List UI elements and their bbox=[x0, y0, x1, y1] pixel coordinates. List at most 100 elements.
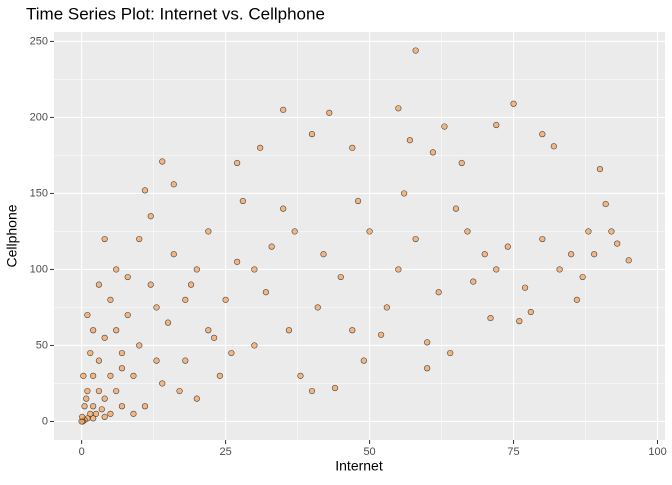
point bbox=[257, 144, 264, 151]
point bbox=[429, 149, 437, 156]
point bbox=[234, 159, 241, 167]
point bbox=[401, 190, 408, 197]
point bbox=[458, 159, 465, 167]
point bbox=[228, 349, 235, 357]
point bbox=[435, 289, 442, 296]
point bbox=[493, 121, 500, 129]
point bbox=[107, 296, 114, 303]
point bbox=[141, 187, 149, 194]
point bbox=[596, 166, 604, 173]
y-tick-label: 0 bbox=[42, 415, 48, 427]
point bbox=[124, 273, 131, 281]
point bbox=[366, 228, 373, 235]
point bbox=[320, 251, 327, 258]
point bbox=[262, 289, 270, 296]
x-tick-label: 100 bbox=[648, 446, 666, 458]
point bbox=[308, 131, 316, 138]
point bbox=[95, 387, 103, 395]
point bbox=[80, 372, 87, 379]
x-tick-label: 75 bbox=[507, 446, 519, 458]
point bbox=[412, 47, 419, 54]
point bbox=[493, 266, 500, 273]
point bbox=[625, 257, 632, 264]
point bbox=[383, 304, 390, 311]
point bbox=[539, 235, 546, 243]
point bbox=[464, 228, 471, 235]
point bbox=[268, 243, 275, 250]
point bbox=[314, 304, 321, 311]
point bbox=[84, 387, 91, 395]
point bbox=[170, 181, 177, 188]
point bbox=[516, 318, 523, 325]
point bbox=[556, 266, 563, 273]
point bbox=[130, 410, 137, 417]
point bbox=[147, 281, 154, 288]
point bbox=[234, 258, 241, 265]
point bbox=[101, 413, 108, 420]
point bbox=[521, 284, 529, 291]
point bbox=[118, 403, 126, 410]
x-tick-label: 50 bbox=[363, 446, 375, 458]
point bbox=[182, 357, 189, 364]
point bbox=[251, 266, 258, 273]
point bbox=[222, 296, 229, 303]
point bbox=[107, 410, 114, 417]
point bbox=[377, 331, 385, 338]
point bbox=[90, 327, 97, 334]
point bbox=[101, 334, 108, 341]
point bbox=[118, 365, 126, 372]
point bbox=[83, 395, 90, 402]
plot-panel bbox=[54, 32, 665, 440]
point bbox=[360, 357, 367, 364]
y-tick-label: 250 bbox=[30, 35, 48, 47]
point bbox=[308, 387, 316, 395]
point bbox=[113, 387, 120, 395]
point bbox=[395, 105, 402, 112]
point bbox=[136, 235, 143, 243]
y-tick-label: 150 bbox=[30, 187, 48, 199]
point bbox=[92, 410, 100, 417]
point bbox=[412, 235, 419, 243]
x-axis-label: Internet bbox=[335, 458, 383, 474]
point bbox=[205, 327, 212, 334]
point bbox=[159, 380, 166, 387]
point bbox=[170, 251, 177, 258]
point bbox=[591, 251, 598, 258]
point bbox=[107, 372, 114, 379]
point bbox=[101, 235, 108, 243]
point bbox=[193, 395, 200, 402]
point bbox=[452, 205, 460, 212]
point bbox=[424, 365, 431, 372]
point bbox=[81, 403, 88, 410]
point bbox=[176, 387, 183, 395]
point bbox=[251, 342, 258, 349]
point bbox=[539, 131, 546, 138]
point bbox=[550, 143, 557, 150]
point bbox=[205, 228, 212, 235]
point bbox=[568, 251, 575, 258]
point bbox=[331, 384, 339, 392]
x-tick-label: 25 bbox=[219, 446, 231, 458]
point bbox=[95, 281, 103, 288]
point bbox=[285, 327, 293, 334]
point bbox=[193, 266, 200, 273]
point bbox=[90, 403, 97, 410]
point bbox=[354, 197, 362, 205]
point bbox=[585, 228, 592, 235]
point bbox=[291, 228, 298, 235]
point bbox=[527, 308, 534, 316]
y-tick-label: 100 bbox=[30, 263, 48, 275]
point bbox=[487, 314, 494, 322]
point bbox=[153, 304, 160, 311]
point bbox=[424, 339, 431, 346]
point bbox=[510, 100, 517, 107]
point bbox=[130, 372, 137, 379]
point bbox=[164, 319, 172, 326]
point bbox=[159, 158, 166, 165]
point bbox=[79, 413, 86, 420]
point bbox=[113, 327, 120, 334]
point bbox=[84, 311, 91, 319]
point bbox=[118, 349, 126, 357]
point bbox=[579, 273, 586, 281]
point bbox=[147, 213, 154, 220]
